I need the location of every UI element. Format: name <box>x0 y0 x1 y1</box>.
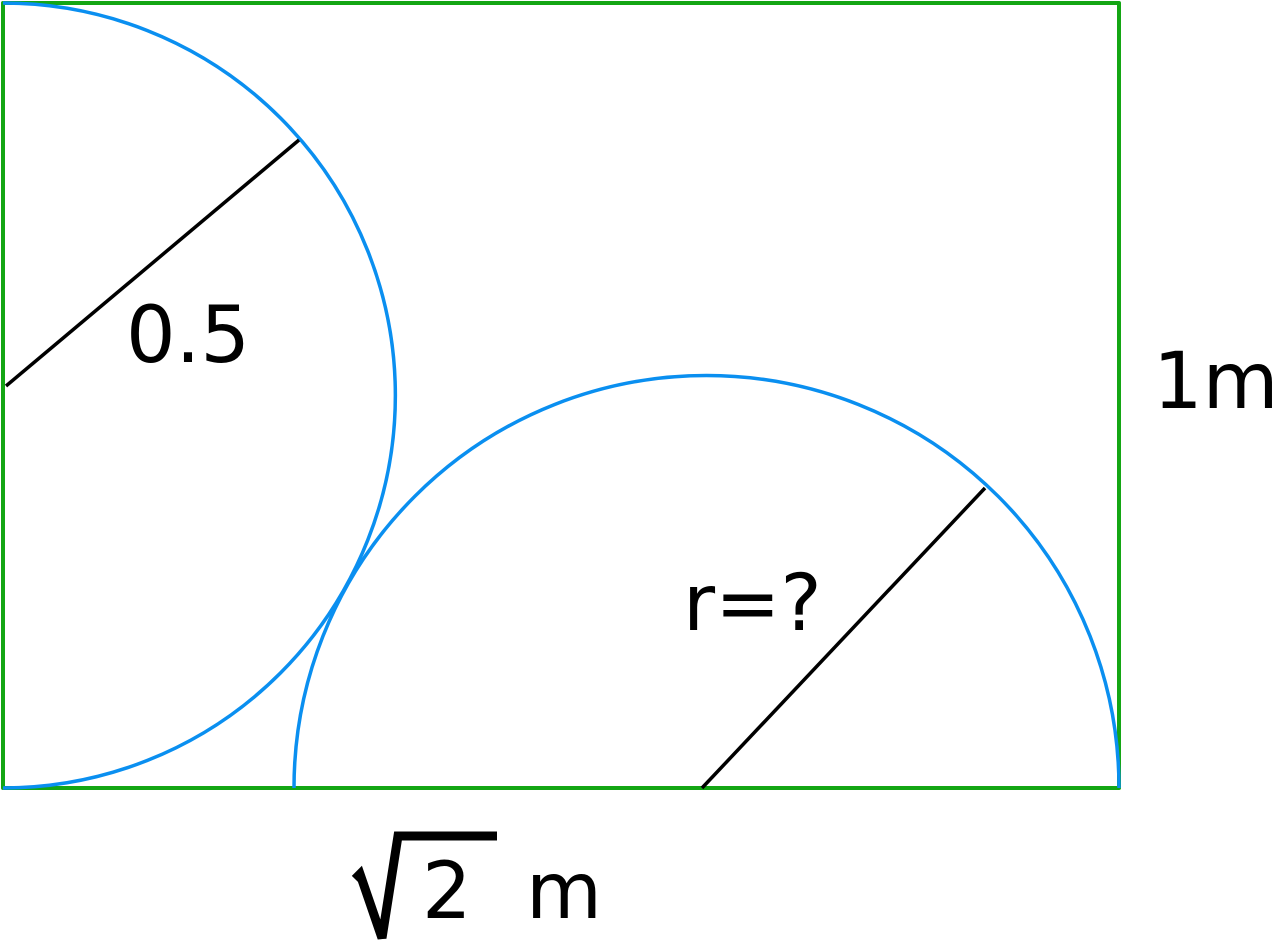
width-unit: m <box>526 847 602 937</box>
rectangle <box>1 1 1121 790</box>
left-semicircle <box>2 1 398 790</box>
right-radius-line <box>700 486 987 790</box>
right-semicircle <box>292 373 1121 789</box>
width-radicand: 2 <box>422 847 472 937</box>
left-radius-label: 0.5 <box>126 291 250 381</box>
height-label: 1m <box>1153 337 1279 427</box>
left-radius-line <box>4 138 301 388</box>
unknown-radius-label: r=? <box>683 559 822 649</box>
square-root-sign <box>351 831 497 940</box>
